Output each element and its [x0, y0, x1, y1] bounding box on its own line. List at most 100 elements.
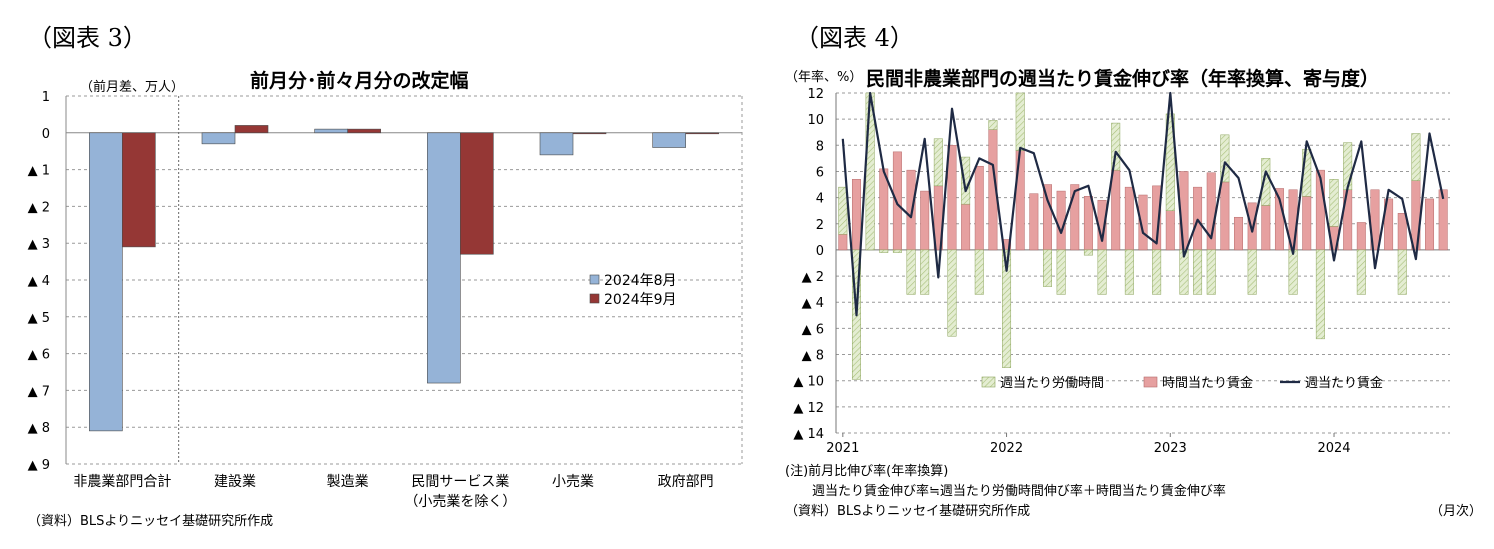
right-bar-working-hours — [1056, 249, 1066, 295]
right-y-tick-label: 2 — [816, 218, 824, 233]
right-bar-working-hours — [1111, 122, 1121, 171]
right-bar-hourly-wage — [1261, 205, 1271, 251]
right-legend-label-hours: 週当たり労働時間 — [1000, 376, 1104, 391]
left-x-category-label: 政府部門 — [658, 474, 714, 490]
right-legend-label-wage: 時間当たり賃金 — [1162, 375, 1253, 391]
right-bar-hourly-wage — [1302, 196, 1312, 251]
right-y-tick-label: ▲ 2 — [802, 270, 824, 285]
right-bar-hourly-wage — [947, 145, 957, 251]
right-bar-hourly-wage — [1234, 216, 1243, 251]
right-bar-hourly-wage — [1124, 186, 1134, 251]
right-bar-working-hours — [865, 92, 875, 251]
right-y-tick-label: 6 — [816, 165, 824, 180]
right-bar-working-hours — [1165, 113, 1175, 211]
right-y-tick-label: 8 — [816, 139, 824, 154]
right-x-tick-label: 2022 — [990, 441, 1023, 456]
right-line-weekly-wage — [841, 91, 1445, 317]
right-bar-hourly-wage — [1220, 181, 1230, 251]
left-bar-aug — [89, 132, 123, 432]
right-bar-hourly-wage — [1247, 202, 1257, 251]
left-bar-sep — [572, 132, 607, 135]
right-bar-working-hours — [1043, 249, 1052, 287]
right-note-line2: 週当たり賃金伸び率≒週当たり労働時間伸び率＋時間当たり賃金伸び率 — [812, 484, 1226, 499]
right-bar-working-hours — [1411, 133, 1421, 181]
right-y-tick-label: 4 — [816, 192, 824, 207]
left-bar-aug — [539, 132, 574, 156]
left-x-category-label: 非農業部門合計 — [73, 474, 171, 490]
left-source-note: （資料）BLSよりニッセイ基礎研究所作成 — [28, 514, 274, 529]
left-y-tick-label: 1 — [42, 90, 50, 105]
left-chart-title: 前月分･前々月分の改定幅 — [250, 70, 469, 92]
left-y-tick-label: ▲ 3 — [28, 237, 50, 252]
right-bar-hourly-wage — [1356, 222, 1366, 251]
left-bar-sep — [347, 128, 381, 134]
right-bar-working-hours — [892, 249, 902, 253]
right-y-tick-label: ▲ 12 — [793, 401, 824, 416]
right-bar-hourly-wage — [920, 190, 930, 251]
right-y-tick-label: ▲ 8 — [802, 349, 824, 364]
right-bar-working-hours — [1124, 249, 1134, 295]
right-unit-label: （年率、%） — [785, 70, 863, 85]
right-bar-hourly-wage — [1029, 193, 1039, 251]
left-x-category-label: 製造業 — [327, 474, 369, 490]
right-bar-hourly-wage — [1165, 210, 1175, 251]
right-bar-hourly-wage — [1397, 213, 1407, 251]
right-bar-working-hours — [920, 249, 930, 295]
right-bar-hourly-wage — [1438, 189, 1448, 251]
right-bar-working-hours — [947, 249, 957, 337]
left-x-category-label: （小売業を除く） — [404, 494, 516, 510]
right-legend-swatch-wage — [1143, 376, 1158, 388]
right-x-tick-label: 2023 — [1154, 441, 1187, 456]
right-bar-hourly-wage — [974, 165, 984, 251]
right-bar-working-hours — [988, 120, 998, 130]
left-bar-aug — [427, 132, 461, 384]
right-bar-working-hours — [1356, 249, 1366, 295]
left-y-tick-label: ▲ 2 — [28, 200, 50, 215]
right-bar-hourly-wage — [1193, 186, 1203, 251]
right-bar-working-hours — [1397, 249, 1407, 295]
left-y-tick-label: ▲ 7 — [28, 384, 50, 399]
right-bar-working-hours — [1315, 249, 1325, 340]
right-legend-swatch-hours — [981, 376, 996, 388]
right-bar-working-hours — [933, 138, 943, 187]
left-bar-sep — [234, 125, 269, 134]
right-bar-hourly-wage — [1111, 169, 1121, 251]
right-y-tick-label: ▲ 14 — [793, 427, 824, 442]
right-note-line1: (注)前月比伸び率(年率換算) — [785, 464, 949, 479]
right-bar-hourly-wage — [1138, 194, 1148, 251]
right-bar-working-hours — [1220, 134, 1230, 183]
right-bar-working-hours — [838, 186, 848, 235]
right-y-tick-label: ▲ 6 — [802, 322, 824, 337]
left-bar-aug — [201, 132, 236, 145]
right-x-tick-label: 2024 — [1317, 441, 1350, 456]
right-bar-hourly-wage — [961, 203, 971, 251]
right-bar-working-hours — [1083, 249, 1093, 256]
left-x-category-label: 建設業 — [214, 474, 256, 490]
left-legend-label: 2024年8月 — [604, 273, 677, 289]
right-chart-title: 民間非農業部門の週当たり賃金伸び率（年率換算、寄与度） — [866, 68, 1380, 90]
right-x-tick-label: 2021 — [826, 441, 859, 456]
right-bar-working-hours — [1097, 249, 1107, 295]
right-y-tick-label: 10 — [807, 113, 824, 128]
right-legend-label-weekly: 週当たり賃金 — [1305, 375, 1383, 391]
left-bar-sep — [685, 132, 719, 135]
right-bar-hourly-wage — [838, 233, 848, 251]
left-legend-swatch — [589, 293, 600, 304]
left-figure-label: （図表 3） — [28, 24, 147, 52]
right-bar-working-hours — [1343, 142, 1353, 191]
right-y-tick-label: 12 — [807, 87, 824, 102]
right-bar-working-hours — [1329, 179, 1339, 227]
right-bar-working-hours — [961, 156, 971, 205]
left-x-category-label: 民間サービス業 — [411, 474, 509, 490]
right-bar-hourly-wage — [1384, 198, 1394, 251]
right-y-tick-label: ▲ 4 — [802, 296, 824, 311]
right-bar-working-hours — [1247, 249, 1257, 295]
right-bar-working-hours — [1193, 249, 1203, 295]
left-y-tick-label: ▲ 9 — [28, 458, 50, 473]
right-bar-working-hours — [879, 249, 889, 253]
right-bar-working-hours — [1206, 249, 1216, 295]
right-bar-hourly-wage — [906, 169, 916, 251]
left-legend-swatch — [589, 274, 600, 285]
right-bar-hourly-wage — [1083, 196, 1093, 251]
left-bar-sep — [460, 132, 494, 255]
